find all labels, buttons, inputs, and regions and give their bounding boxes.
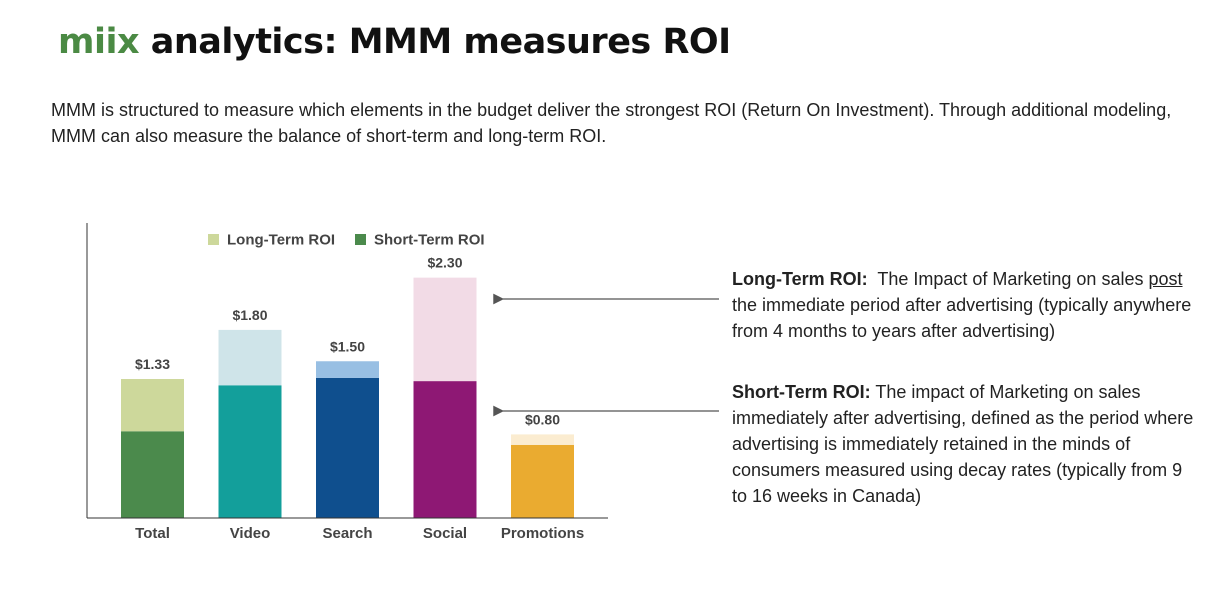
bar-short-term-video	[218, 385, 282, 518]
short-term-roi-callout: Short-Term ROI: The impact of Marketing …	[732, 379, 1202, 509]
long-term-underlined: post	[1148, 269, 1183, 289]
x-tick-label-promotions: Promotions	[501, 525, 584, 542]
bar-short-term-search	[316, 377, 379, 518]
brand-name: miix	[58, 22, 140, 62]
x-tick-label-social: Social	[423, 525, 467, 542]
x-tick-label-search: Search	[322, 525, 372, 542]
chart-legend: Long-Term ROI Short-Term ROI	[208, 232, 485, 249]
data-label-social: $2.30	[427, 255, 462, 271]
bar-short-term-total	[121, 431, 184, 518]
bar-short-term-promotions	[511, 444, 574, 518]
legend-swatch-short-term	[355, 234, 366, 245]
data-label-promotions: $0.80	[525, 411, 560, 427]
long-term-roi-callout: Long-Term ROI: The Impact of Marketing o…	[732, 266, 1202, 344]
long-term-text-a: The Impact of Marketing on sales	[877, 269, 1144, 289]
intro-paragraph: MMM is structured to measure which eleme…	[51, 100, 1172, 146]
data-label-search: $1.50	[330, 338, 365, 354]
title-text: analytics: MMM measures ROI	[150, 22, 731, 62]
x-tick-label-total: Total	[135, 525, 170, 542]
legend-label-long-term: Long-Term ROI	[227, 232, 335, 249]
plot-area: $1.33 Total $1.80 Video $1.50 Search $2.30 Soci…	[121, 255, 584, 542]
data-label-video: $1.80	[232, 307, 267, 323]
bar-short-term-social	[413, 381, 477, 518]
bar-long-term-social	[413, 277, 477, 382]
long-term-text-b: the immediate period after advertising (…	[732, 295, 1192, 341]
x-tick-label-video: Video	[230, 525, 271, 542]
long-term-label: Long-Term ROI:	[732, 269, 868, 289]
short-term-text: The impact of Marketing on sales immedia…	[732, 382, 1194, 506]
page-title: miix analytics: MMM measures ROI	[58, 22, 731, 62]
bar-long-term-total	[121, 379, 184, 432]
bar-long-term-promotions	[511, 434, 574, 445]
data-label-total: $1.33	[135, 356, 170, 372]
roi-stacked-bar-chart: Long-Term ROI Short-Term ROI $1.33Total$1…	[86, 223, 608, 542]
short-term-label: Short-Term ROI:	[732, 382, 871, 402]
bar-long-term-search	[316, 361, 379, 378]
legend-label-short-term: Short-Term ROI	[374, 232, 485, 249]
legend-swatch-long-term	[208, 234, 219, 245]
bar-long-term-video	[218, 329, 282, 386]
